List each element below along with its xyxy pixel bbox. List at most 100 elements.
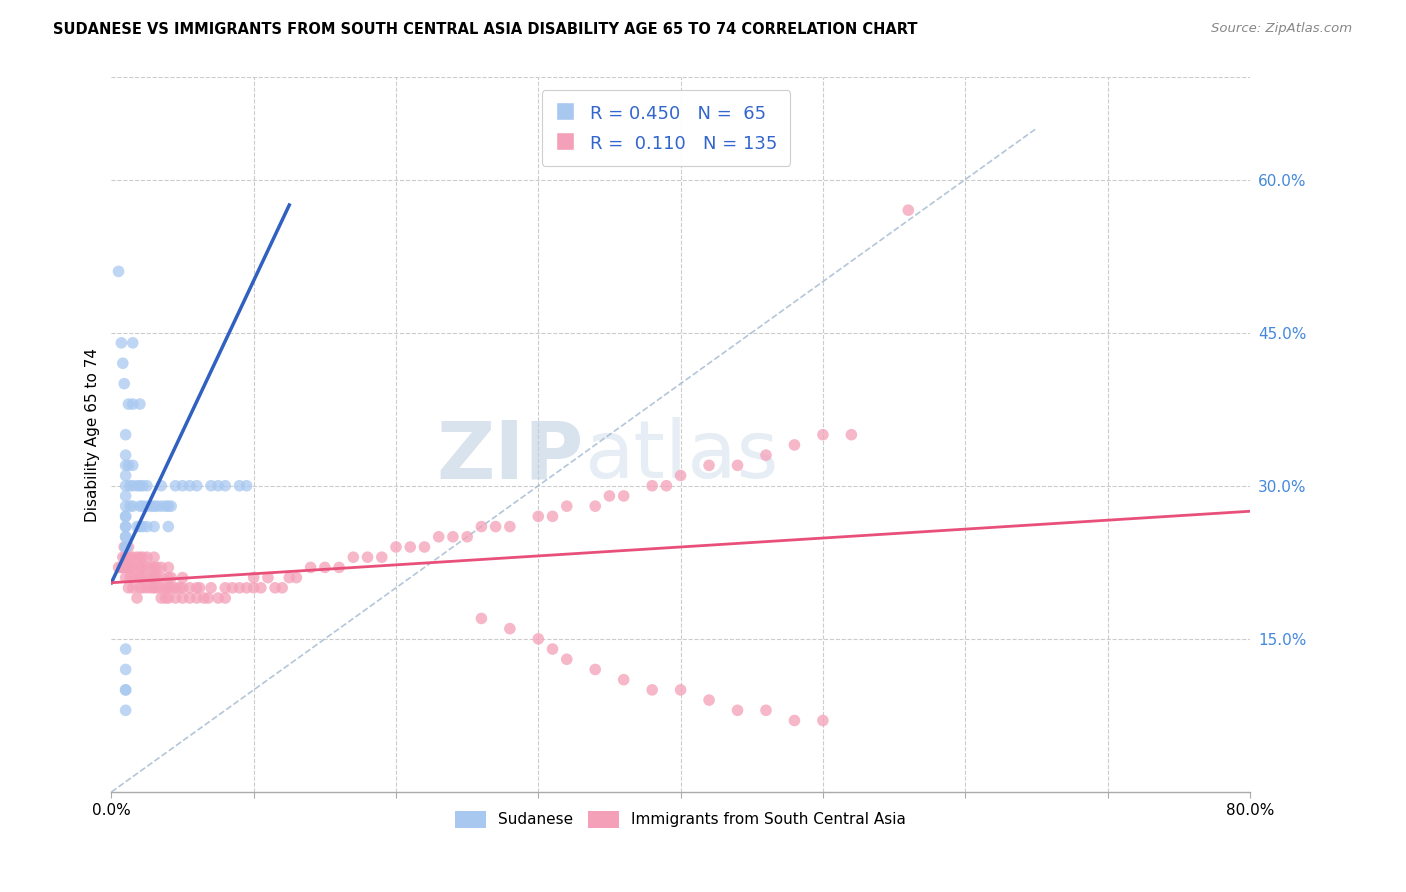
Point bbox=[150, 560, 173, 574]
Point bbox=[110, 335, 132, 350]
Point bbox=[128, 479, 150, 493]
Point bbox=[172, 581, 194, 595]
Point bbox=[179, 591, 201, 605]
Point bbox=[118, 479, 141, 493]
Point bbox=[143, 560, 166, 574]
Point bbox=[150, 591, 173, 605]
Point bbox=[128, 560, 150, 574]
Point bbox=[150, 571, 173, 585]
Point bbox=[641, 682, 664, 697]
Point bbox=[598, 489, 620, 503]
Point bbox=[499, 519, 522, 533]
Point bbox=[499, 622, 522, 636]
Point bbox=[399, 540, 422, 554]
Point bbox=[441, 530, 464, 544]
Point bbox=[141, 499, 163, 513]
Point bbox=[235, 581, 257, 595]
Point bbox=[143, 571, 166, 585]
Point bbox=[125, 519, 148, 533]
Point bbox=[669, 468, 692, 483]
Point bbox=[214, 581, 236, 595]
Point bbox=[385, 540, 408, 554]
Point bbox=[128, 581, 150, 595]
Point bbox=[242, 581, 264, 595]
Point bbox=[157, 519, 180, 533]
Point bbox=[655, 479, 678, 493]
Point bbox=[427, 530, 450, 544]
Point bbox=[150, 581, 173, 595]
Point bbox=[112, 540, 135, 554]
Point bbox=[114, 519, 136, 533]
Point bbox=[179, 479, 201, 493]
Point bbox=[641, 479, 664, 493]
Point bbox=[257, 571, 280, 585]
Point bbox=[132, 581, 155, 595]
Point bbox=[193, 591, 215, 605]
Point bbox=[697, 693, 720, 707]
Point bbox=[121, 550, 143, 565]
Point bbox=[125, 550, 148, 565]
Point bbox=[150, 479, 173, 493]
Point bbox=[118, 550, 141, 565]
Point bbox=[121, 571, 143, 585]
Point bbox=[121, 560, 143, 574]
Point bbox=[527, 509, 550, 524]
Point bbox=[143, 499, 166, 513]
Point bbox=[121, 560, 143, 574]
Point bbox=[128, 550, 150, 565]
Point bbox=[221, 581, 243, 595]
Point bbox=[155, 499, 177, 513]
Point bbox=[271, 581, 294, 595]
Point bbox=[128, 571, 150, 585]
Point bbox=[186, 479, 208, 493]
Point bbox=[107, 264, 129, 278]
Point bbox=[613, 489, 636, 503]
Point bbox=[214, 591, 236, 605]
Point bbox=[114, 509, 136, 524]
Point bbox=[125, 479, 148, 493]
Point bbox=[165, 591, 187, 605]
Point bbox=[121, 397, 143, 411]
Point bbox=[114, 560, 136, 574]
Point bbox=[811, 714, 834, 728]
Point bbox=[114, 571, 136, 585]
Point bbox=[110, 560, 132, 574]
Point bbox=[121, 458, 143, 473]
Point bbox=[114, 540, 136, 554]
Point bbox=[114, 682, 136, 697]
Point bbox=[117, 397, 139, 411]
Point bbox=[114, 540, 136, 554]
Point bbox=[669, 682, 692, 697]
Point bbox=[200, 479, 222, 493]
Point bbox=[235, 479, 257, 493]
Point bbox=[121, 479, 143, 493]
Point bbox=[146, 499, 169, 513]
Point bbox=[541, 642, 564, 657]
Point bbox=[114, 550, 136, 565]
Point bbox=[186, 581, 208, 595]
Point bbox=[155, 591, 177, 605]
Point bbox=[314, 560, 336, 574]
Point bbox=[143, 571, 166, 585]
Point bbox=[165, 581, 187, 595]
Point bbox=[107, 560, 129, 574]
Point bbox=[250, 581, 273, 595]
Point bbox=[114, 448, 136, 462]
Point bbox=[157, 560, 180, 574]
Point bbox=[117, 540, 139, 554]
Point bbox=[146, 581, 169, 595]
Point bbox=[136, 499, 159, 513]
Legend: Sudanese, Immigrants from South Central Asia: Sudanese, Immigrants from South Central … bbox=[449, 805, 912, 834]
Point bbox=[143, 581, 166, 595]
Point bbox=[114, 479, 136, 493]
Point bbox=[155, 581, 177, 595]
Point bbox=[413, 540, 436, 554]
Point bbox=[214, 479, 236, 493]
Point bbox=[278, 571, 301, 585]
Point bbox=[555, 499, 578, 513]
Point bbox=[727, 458, 749, 473]
Point bbox=[114, 642, 136, 657]
Point bbox=[755, 448, 778, 462]
Point bbox=[132, 479, 155, 493]
Point bbox=[207, 479, 229, 493]
